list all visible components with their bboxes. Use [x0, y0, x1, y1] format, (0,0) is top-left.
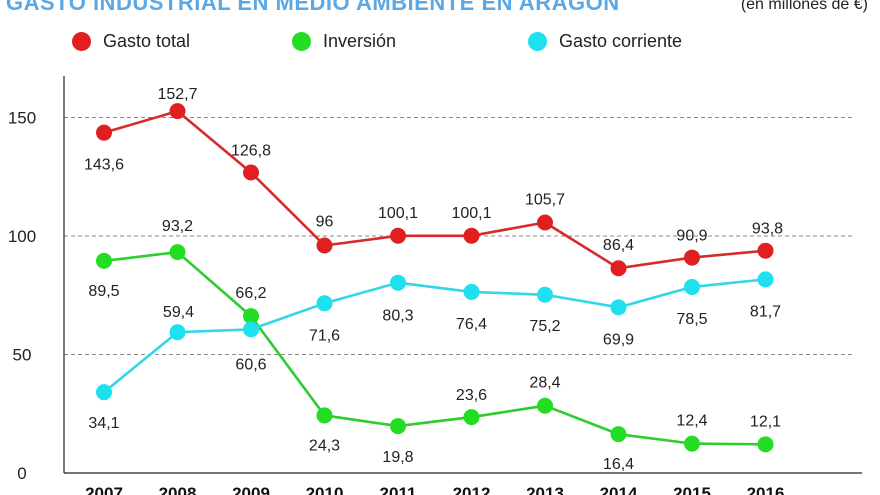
x-tick-label-2015: 2015 [673, 484, 711, 495]
x-tick-label-2007: 2007 [85, 484, 123, 495]
data-label-inversion-2008: 93,2 [162, 218, 193, 235]
series-line-gasto-corriente [103, 278, 766, 394]
data-point-gasto-corriente-2008 [169, 324, 186, 341]
data-point-gasto-total-2007 [96, 124, 112, 141]
data-label-gasto-total-2013: 105,7 [525, 191, 565, 208]
x-tick-label-2008: 2008 [159, 484, 197, 495]
data-label-inversion-2012: 23,6 [456, 387, 487, 404]
legend-item-gasto-total: Gasto total [72, 31, 190, 52]
data-label-gasto-corriente-2007: 34,1 [88, 415, 119, 432]
data-point-inversion-2014 [610, 426, 627, 443]
data-point-inversion-2009 [243, 308, 259, 325]
x-tick-label-2010: 2010 [306, 484, 344, 495]
data-point-gasto-total-2015 [684, 249, 700, 266]
x-tick-label-2013: 2013 [526, 484, 564, 495]
data-point-gasto-corriente-2016 [757, 271, 774, 288]
data-label-gasto-corriente-2008: 59,4 [163, 304, 194, 321]
data-point-gasto-corriente-2013 [537, 286, 553, 303]
data-label-gasto-total-2009: 126,8 [231, 142, 271, 159]
data-point-gasto-total-2011 [390, 227, 406, 244]
data-label-gasto-total-2015: 90,9 [676, 228, 707, 245]
data-label-inversion-2007: 89,5 [88, 283, 119, 300]
data-point-gasto-total-2016 [757, 242, 774, 259]
data-point-gasto-corriente-2014 [610, 299, 627, 316]
data-label-inversion-2009: 66,2 [235, 285, 266, 302]
data-label-gasto-corriente-2015: 78,5 [676, 311, 707, 328]
x-tick-label-2016: 2016 [747, 484, 785, 495]
data-label-gasto-total-2007: 143,6 [84, 157, 124, 174]
data-point-gasto-total-2009 [243, 164, 259, 181]
data-label-gasto-total-2011: 100,1 [378, 205, 418, 222]
data-point-gasto-corriente-2012 [463, 283, 480, 300]
data-label-gasto-total-2010: 96 [316, 213, 334, 230]
data-point-inversion-2008 [169, 244, 186, 261]
data-point-gasto-total-2008 [169, 103, 186, 120]
x-tick-label-2012: 2012 [453, 484, 491, 495]
legend-dot-gasto-total [72, 32, 91, 51]
data-point-inversion-2015 [684, 435, 700, 452]
data-point-gasto-total-2014 [610, 260, 627, 277]
data-point-gasto-total-2013 [537, 214, 553, 231]
data-point-inversion-2016 [757, 436, 774, 453]
x-tick-label-2011: 2011 [380, 484, 417, 495]
series-line-inversion [103, 250, 766, 446]
legend-dot-inversion [292, 32, 311, 51]
legend-label-inversion: Inversión [323, 31, 397, 51]
x-tick-label-2014: 2014 [600, 484, 638, 495]
data-label-gasto-total-2014: 86,4 [603, 237, 634, 254]
data-label-inversion-2011: 19,8 [382, 449, 413, 466]
data-label-inversion-2015: 12,4 [676, 413, 707, 430]
chart-title: GASTO INDUSTRIAL EN MEDIO AMBIENTE EN AR… [6, 0, 620, 15]
data-point-inversion-2013 [537, 397, 553, 414]
legend-label-gasto-total: Gasto total [103, 31, 191, 51]
data-label-inversion-2013: 28,4 [529, 375, 560, 392]
data-label-gasto-corriente-2013: 75,2 [529, 318, 560, 335]
data-point-inversion-2011 [390, 418, 406, 435]
y-tick-label-50: 50 [13, 346, 32, 365]
series-line-gasto-total [103, 109, 766, 270]
data-point-gasto-corriente-2011 [390, 274, 406, 291]
data-point-inversion-2012 [463, 409, 480, 426]
data-point-gasto-total-2012 [463, 227, 480, 244]
data-label-gasto-corriente-2010: 71,6 [309, 327, 340, 344]
data-label-inversion-2014: 16,4 [603, 456, 634, 473]
y-tick-label-0: 0 [17, 464, 26, 483]
data-point-gasto-corriente-2015 [684, 278, 700, 295]
data-label-gasto-corriente-2009: 60,6 [235, 356, 266, 373]
legend-dot-gasto-corriente [528, 32, 547, 51]
chart-units: (en millones de €) [740, 0, 868, 13]
data-label-gasto-total-2008: 152,7 [157, 86, 197, 103]
legend-item-gasto-corriente: Gasto corriente [528, 31, 682, 52]
data-point-gasto-total-2010 [316, 237, 333, 254]
data-label-gasto-corriente-2014: 69,9 [603, 331, 634, 348]
data-point-gasto-corriente-2010 [316, 295, 333, 312]
x-tick-label-2009: 2009 [232, 484, 270, 495]
data-label-inversion-2010: 24,3 [309, 437, 340, 454]
data-label-inversion-2016: 12,1 [750, 413, 781, 430]
legend-item-inversion: Inversión [292, 31, 396, 52]
data-point-gasto-corriente-2007 [96, 384, 112, 401]
data-label-gasto-total-2016: 93,8 [752, 221, 783, 238]
data-label-gasto-corriente-2016: 81,7 [750, 303, 781, 320]
legend-label-gasto-corriente: Gasto corriente [559, 31, 683, 51]
data-point-gasto-corriente-2009 [243, 321, 259, 338]
y-tick-label-100: 100 [8, 227, 36, 246]
y-tick-label-150: 150 [8, 109, 36, 128]
data-point-inversion-2010 [316, 407, 333, 424]
data-point-inversion-2007 [96, 252, 112, 269]
data-label-gasto-corriente-2011: 80,3 [382, 308, 413, 325]
data-label-gasto-total-2012: 100,1 [451, 205, 491, 222]
data-label-gasto-corriente-2012: 76,4 [456, 316, 487, 333]
